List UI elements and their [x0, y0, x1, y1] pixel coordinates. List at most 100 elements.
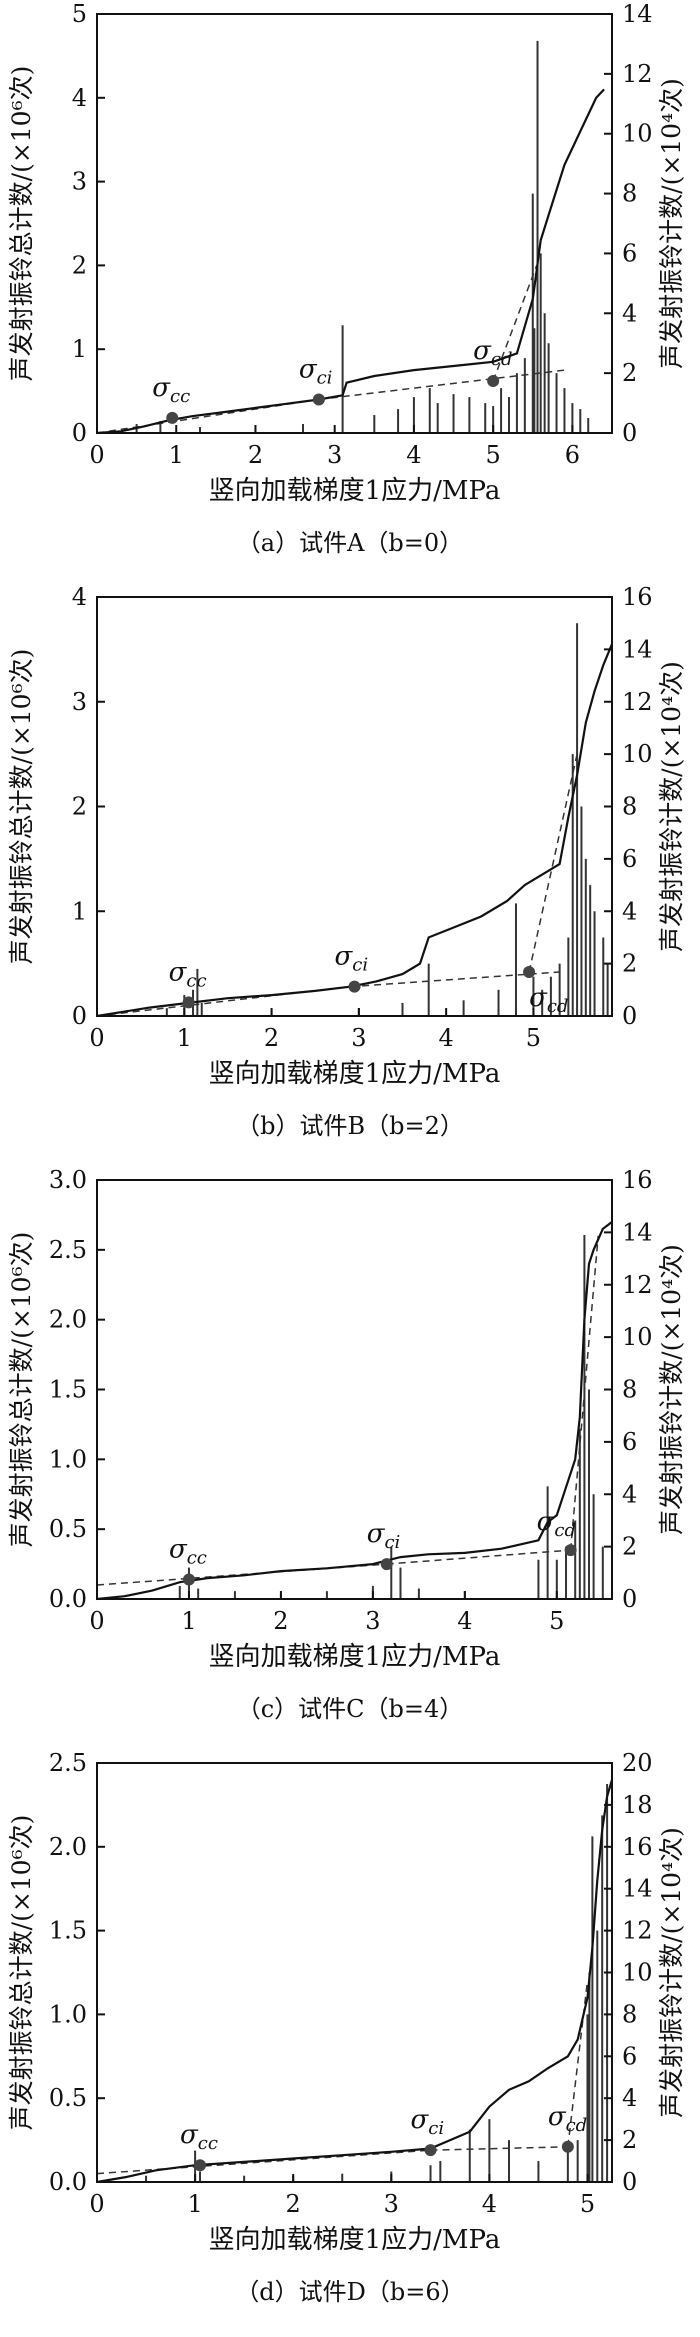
- fit-line: [318, 369, 565, 401]
- threshold-label: σci: [299, 354, 333, 388]
- y-right-tick-label: 10: [622, 740, 653, 768]
- fit-line: [96, 985, 351, 1017]
- x-tick-label: 0: [89, 1607, 104, 1635]
- y-right-axis-label: 声发射振铃计数/(×10⁴次): [657, 1244, 686, 1535]
- y-right-tick-label: 0: [622, 419, 637, 447]
- y-right-tick-label: 14: [622, 0, 653, 28]
- chart-a: 0 1 2 3 4 5 601234502468101214σccσciσcd竖向加载梯度1…: [7, 0, 686, 557]
- threshold-point: [182, 1573, 195, 1586]
- x-tick-label: 1: [177, 1024, 192, 1052]
- y-right-tick-label: 8: [622, 793, 637, 821]
- fit-line: [528, 753, 578, 973]
- threshold-point: [312, 393, 325, 406]
- threshold-label: σcc: [180, 2120, 218, 2154]
- x-tick-label: 5: [526, 1024, 541, 1052]
- y-left-tick-label: 2.5: [49, 1236, 87, 1264]
- y-left-tick-label: 2.0: [49, 1833, 87, 1861]
- threshold-label: σcd: [529, 983, 568, 1017]
- y-right-tick-label: 8: [622, 180, 637, 208]
- threshold-label: σci: [411, 2105, 445, 2139]
- y-right-tick-label: 8: [622, 1376, 637, 1404]
- y-left-axis-label: 声发射振铃总计数/(×10⁶次): [7, 1232, 36, 1548]
- x-tick-label: 1: [169, 441, 184, 469]
- threshold-point: [564, 1544, 577, 1557]
- x-tick-label: 4: [406, 441, 421, 469]
- y-right-tick-label: 4: [622, 299, 637, 327]
- y-right-tick-label: 4: [622, 897, 637, 925]
- x-tick-label: 0: [89, 2190, 104, 2218]
- y-right-tick-label: 12: [622, 688, 653, 716]
- cumulative-count-line: [96, 1221, 613, 1601]
- chart-panel-d: 0 1 2 3 4 5 0.0 0.5 1.0 1.5 2.0 2.5 0 2 4 6 8 10 12 14 16 18 2…: [0, 1749, 700, 2333]
- x-tick-label: 2: [273, 1607, 288, 1635]
- threshold-label: σcd: [548, 2102, 587, 2136]
- x-tick-label: 4: [457, 1607, 472, 1635]
- threshold-label: σci: [367, 1519, 401, 1553]
- x-axis-label: 竖向加载梯度1应力/MPa: [209, 2225, 501, 2255]
- threshold-point: [182, 996, 195, 1009]
- threshold-label: σcd: [473, 336, 512, 370]
- y-left-tick-label: 5: [72, 0, 87, 28]
- threshold-point: [561, 2140, 574, 2153]
- y-right-tick-label: 0: [622, 1585, 637, 1613]
- x-tick-label: 3: [351, 1024, 366, 1052]
- y-right-tick-label: 20: [622, 1749, 653, 1777]
- x-tick-label: 0: [89, 1024, 104, 1052]
- y-left-tick-label: 1.0: [49, 2000, 87, 2028]
- y-right-tick-label: 2: [622, 950, 637, 978]
- y-right-tick-label: 14: [622, 1875, 653, 1903]
- y-right-tick-label: 2: [622, 359, 637, 387]
- x-tick-label: 6: [565, 441, 580, 469]
- x-tick-label: 0: [89, 441, 104, 469]
- threshold-label: σcc: [169, 1534, 207, 1568]
- y-left-tick-label: 1.5: [49, 1376, 87, 1404]
- y-left-tick-label: 0: [72, 1002, 87, 1030]
- y-left-tick-label: 2: [72, 793, 87, 821]
- y-right-tick-label: 2: [622, 1533, 637, 1561]
- y-left-axis-label: 声发射振铃总计数/(×10⁶次): [7, 66, 36, 382]
- threshold-point: [424, 2144, 437, 2157]
- x-tick-label: 5: [549, 1607, 564, 1635]
- fit-line: [567, 1980, 589, 2147]
- chart-caption: （d）试件D（b=6）: [235, 2278, 464, 2306]
- y-right-tick-label: 12: [622, 60, 653, 88]
- x-tick-label: 2: [286, 2190, 301, 2218]
- y-right-tick-label: 14: [622, 635, 653, 663]
- cumulative-count-line: [96, 88, 605, 435]
- y-left-tick-label: 1.0: [49, 1445, 87, 1473]
- x-axis-label: 竖向加载梯度1应力/MPa: [209, 1642, 501, 1672]
- y-right-tick-label: 16: [622, 1833, 653, 1861]
- y-right-tick-label: 6: [622, 239, 637, 267]
- y-right-tick-label: 6: [622, 2042, 637, 2070]
- y-right-tick-label: 10: [622, 1959, 653, 1987]
- chart-caption: （a）试件A（b=0）: [237, 529, 463, 557]
- y-right-tick-label: 16: [622, 1166, 653, 1194]
- y-left-tick-label: 0.0: [49, 1585, 87, 1613]
- chart-c: 0 1 2 3 4 50.00.51.01.52.02.53.00246810121416…: [7, 1166, 686, 1723]
- x-tick-label: 3: [384, 2190, 399, 2218]
- x-tick-label: 1: [187, 2190, 202, 2218]
- y-right-tick-label: 8: [622, 2000, 637, 2028]
- threshold-label: σcd: [537, 1507, 576, 1541]
- plot-frame: [96, 1762, 613, 2183]
- y-left-axis-label: 声发射振铃总计数/(×10⁶次): [7, 1815, 36, 2131]
- threshold-point: [487, 375, 500, 388]
- plot-frame: [96, 596, 613, 1017]
- chart-caption: （c）试件C（b=4）: [237, 1695, 464, 1723]
- chart-panel-c: 0 1 2 3 4 5 0.0 0.5 1.0 1.5 2.0 2.5 3.0 0 2 4 6 8 10 12 14 16…: [0, 1166, 700, 1749]
- fit-line: [492, 265, 538, 382]
- fit-line: [96, 2149, 431, 2175]
- x-axis-label: 竖向加载梯度1应力/MPa: [209, 476, 501, 506]
- y-right-tick-label: 0: [622, 2168, 637, 2196]
- y-right-tick-label: 10: [622, 120, 653, 148]
- threshold-label: σcc: [169, 957, 207, 991]
- threshold-point: [523, 966, 536, 979]
- x-tick-label: 5: [580, 2190, 595, 2218]
- y-right-tick-label: 14: [622, 1218, 653, 1246]
- y-right-tick-label: 4: [622, 2084, 637, 2112]
- y-right-tick-label: 16: [622, 583, 653, 611]
- y-right-tick-label: 12: [622, 1917, 653, 1945]
- threshold-point: [166, 411, 179, 424]
- x-tick-label: 2: [248, 441, 263, 469]
- y-left-tick-label: 0.0: [49, 2168, 87, 2196]
